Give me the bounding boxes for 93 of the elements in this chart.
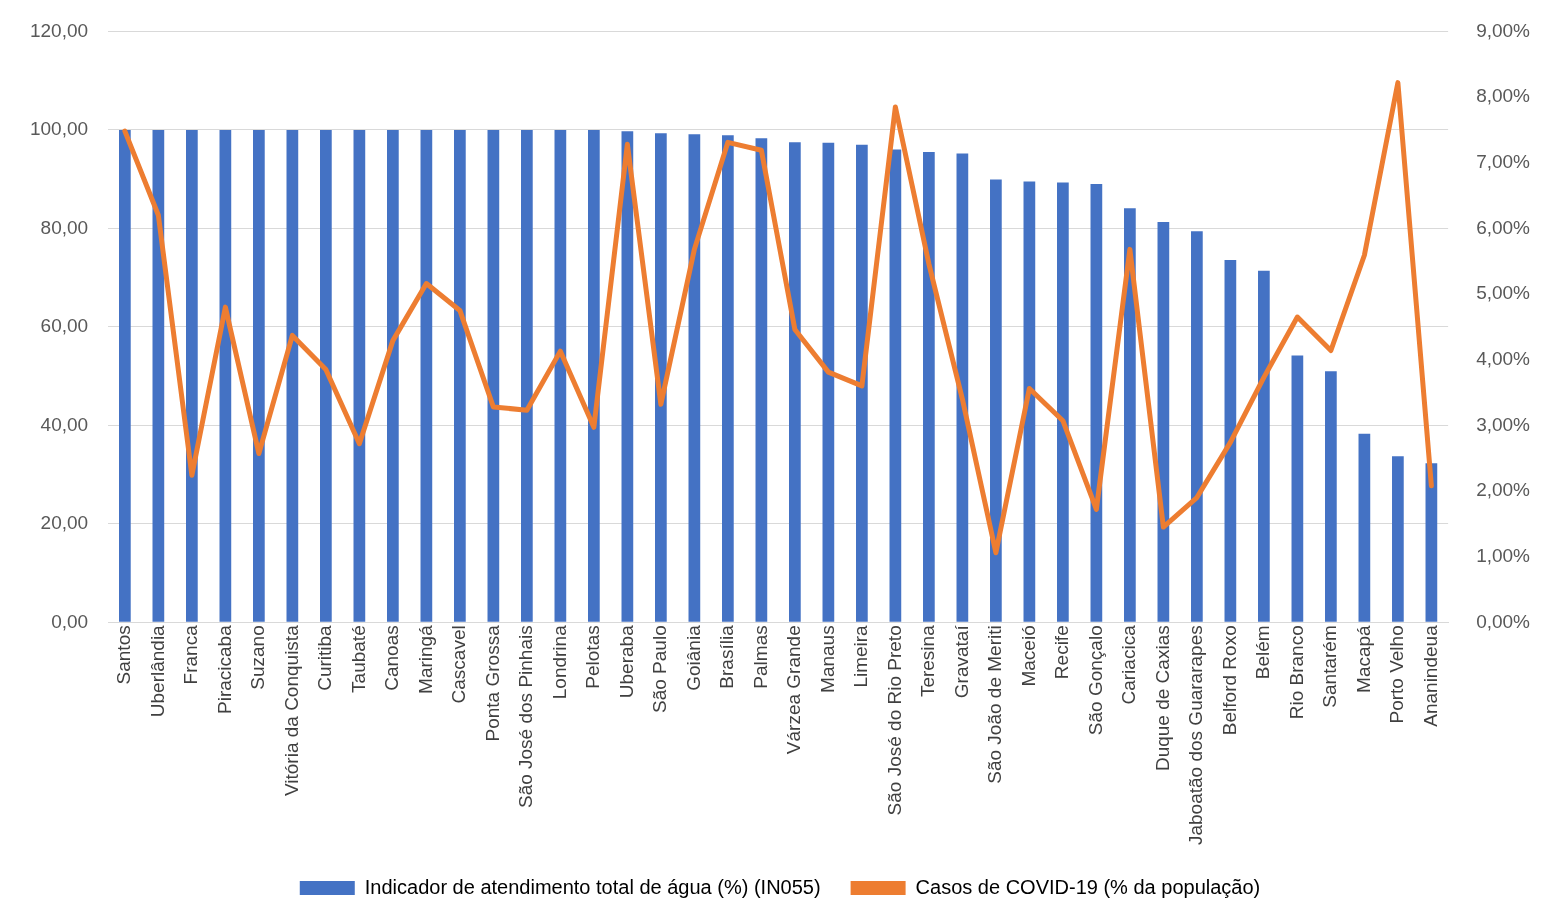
bar bbox=[1358, 433, 1371, 622]
x-tick-label: Recife bbox=[1051, 625, 1073, 680]
y2-tick-label: 1,00% bbox=[1476, 544, 1531, 566]
y-tick-label: 120,00 bbox=[29, 19, 89, 41]
y2-tick-label: 7,00% bbox=[1476, 150, 1531, 172]
bar bbox=[722, 135, 734, 622]
bar bbox=[1392, 456, 1404, 622]
bar bbox=[1191, 231, 1203, 622]
x-tick-label: Teresina bbox=[917, 624, 939, 698]
bar bbox=[1023, 181, 1036, 622]
y2-tick-label: 5,00% bbox=[1476, 282, 1531, 304]
bar bbox=[119, 129, 131, 622]
x-tick-label: Rio Branco bbox=[1285, 625, 1307, 720]
x-tick-label: São Gonçalo bbox=[1084, 625, 1106, 736]
x-tick-label: Goiânia bbox=[682, 624, 704, 691]
x-tick-label: Brasília bbox=[716, 624, 738, 689]
bar bbox=[454, 129, 466, 622]
x-tick-label: Franca bbox=[180, 624, 202, 685]
x-tick-label: Jaboatão dos Guararapes bbox=[1185, 625, 1207, 846]
x-tick-label: Ponta Grossa bbox=[481, 624, 503, 742]
bar bbox=[822, 142, 835, 622]
bar bbox=[889, 149, 902, 622]
y2-tick-label: 2,00% bbox=[1476, 479, 1531, 501]
x-tick-label: Duque de Caxias bbox=[1151, 625, 1173, 772]
x-tick-label: Belford Roxo bbox=[1218, 625, 1240, 736]
y2-tick-label: 9,00% bbox=[1476, 19, 1531, 41]
x-tick-label: Canoas bbox=[381, 625, 403, 691]
y-tick-label: 60,00 bbox=[40, 315, 89, 337]
bar bbox=[1291, 355, 1304, 622]
x-tick-label: Uberlândia bbox=[146, 624, 168, 718]
x-tick-label: Suzano bbox=[247, 625, 269, 690]
bar bbox=[856, 144, 868, 622]
x-tick-label: São José do Rio Preto bbox=[883, 625, 905, 816]
bar bbox=[320, 129, 332, 622]
x-tick-label: Manaus bbox=[816, 625, 838, 693]
x-tick-label: Curitiba bbox=[314, 624, 336, 691]
x-tick-label: São Paulo bbox=[649, 625, 671, 713]
x-tick-label: Santos bbox=[113, 625, 135, 685]
y-tick-label: 40,00 bbox=[40, 413, 89, 435]
bar bbox=[789, 142, 801, 622]
y2-tick-label: 3,00% bbox=[1476, 413, 1531, 435]
bar bbox=[1057, 182, 1069, 622]
x-tick-label: Várzea Grande bbox=[783, 625, 805, 755]
legend-label: Casos de COVID-19 (% da população) bbox=[915, 875, 1261, 898]
x-tick-label: Pelotas bbox=[582, 625, 604, 689]
x-tick-label: Limeira bbox=[850, 624, 872, 688]
x-tick-label: Vitória da Conquista bbox=[280, 624, 302, 797]
y-tick-label: 80,00 bbox=[40, 216, 89, 238]
y-tick-label: 20,00 bbox=[40, 512, 89, 534]
bar bbox=[588, 129, 600, 622]
y2-tick-label: 8,00% bbox=[1476, 85, 1531, 107]
bar bbox=[487, 129, 500, 622]
bar bbox=[186, 129, 198, 622]
y-tick-label: 0,00 bbox=[51, 610, 89, 632]
bar bbox=[1224, 259, 1237, 622]
bar bbox=[219, 129, 232, 622]
x-tick-label: Cariacica bbox=[1118, 624, 1140, 705]
x-tick-label: Palmas bbox=[749, 625, 771, 689]
x-tick-label: Belém bbox=[1252, 625, 1274, 680]
bar bbox=[755, 138, 768, 622]
x-tick-label: São José dos Pinhais bbox=[515, 625, 537, 809]
bar bbox=[420, 129, 433, 622]
x-tick-label: Gravataí bbox=[950, 624, 972, 699]
y2-tick-label: 4,00% bbox=[1476, 347, 1531, 369]
x-tick-label: Maceió bbox=[1017, 625, 1039, 687]
y-tick-label: 100,00 bbox=[29, 118, 89, 140]
x-tick-label: Porto Velho bbox=[1386, 625, 1408, 724]
y2-tick-label: 6,00% bbox=[1476, 216, 1531, 238]
bar bbox=[990, 179, 1002, 622]
x-tick-label: Santarém bbox=[1319, 625, 1341, 708]
bar bbox=[1325, 371, 1337, 622]
bar bbox=[688, 134, 701, 622]
bar bbox=[1124, 208, 1136, 622]
bar bbox=[554, 129, 567, 622]
bar bbox=[1258, 270, 1270, 622]
x-tick-label: Londrina bbox=[548, 624, 570, 700]
bar bbox=[521, 129, 533, 622]
bar bbox=[253, 129, 265, 622]
x-tick-label: Cascavel bbox=[448, 625, 470, 704]
legend-label: Indicador de atendimento total de água (%) (IN055) bbox=[364, 875, 821, 898]
bar bbox=[655, 133, 667, 622]
bar bbox=[353, 129, 366, 622]
x-tick-label: Taubaté bbox=[347, 625, 369, 693]
x-tick-label: Piracicaba bbox=[213, 624, 235, 715]
x-tick-label: São João de Meriti bbox=[984, 625, 1006, 784]
y2-tick-label: 0,00% bbox=[1476, 610, 1531, 632]
x-tick-label: Uberaba bbox=[615, 624, 637, 699]
bar bbox=[923, 152, 935, 622]
x-tick-label: Macapá bbox=[1352, 624, 1374, 693]
x-tick-label: Maringá bbox=[414, 624, 436, 694]
bar bbox=[286, 129, 299, 622]
x-tick-label: Ananindeua bbox=[1419, 624, 1441, 727]
bar bbox=[387, 129, 399, 622]
